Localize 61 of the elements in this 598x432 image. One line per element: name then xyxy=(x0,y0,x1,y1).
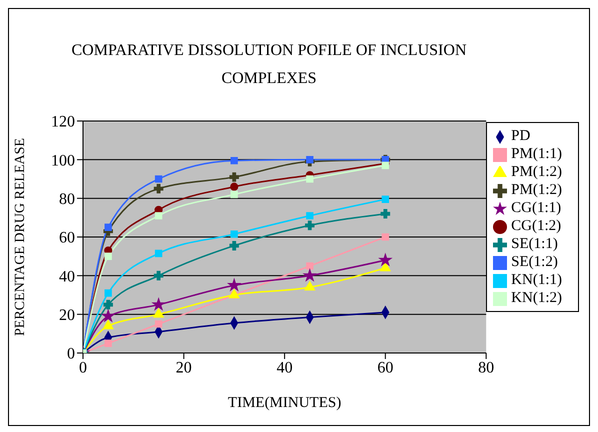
y-tick-label: 100 xyxy=(51,152,75,170)
point xyxy=(154,320,162,328)
point xyxy=(154,212,162,220)
point xyxy=(379,254,392,266)
y-tick-label: 40 xyxy=(59,268,75,286)
point xyxy=(228,288,240,298)
y-tick-label: 0 xyxy=(67,346,75,363)
legend-label: SE(1:2) xyxy=(511,254,558,270)
legend-label: CG(1:1) xyxy=(511,200,562,216)
point xyxy=(228,278,240,291)
point xyxy=(229,172,239,182)
legend-label: KN(1:2) xyxy=(511,290,562,306)
point xyxy=(305,220,315,230)
point xyxy=(230,230,238,238)
point xyxy=(382,196,390,203)
point xyxy=(104,224,112,231)
point xyxy=(230,182,238,191)
point xyxy=(229,240,239,250)
point xyxy=(102,310,114,322)
point xyxy=(154,175,162,183)
y-tick-label: 60 xyxy=(59,230,75,247)
x-tick-label: 20 xyxy=(176,359,192,376)
point xyxy=(104,340,112,347)
legend-label: SE(1:1) xyxy=(511,236,558,252)
x-axis-title: TIME(MINUTES) xyxy=(228,395,342,411)
point xyxy=(304,269,316,281)
point xyxy=(153,308,164,318)
point xyxy=(380,209,390,219)
point xyxy=(306,212,314,220)
point xyxy=(382,233,390,241)
legend-label: PD xyxy=(511,128,530,144)
y-tick-label: 20 xyxy=(59,307,75,324)
point xyxy=(102,320,114,330)
point xyxy=(152,298,165,310)
point xyxy=(104,289,112,297)
point xyxy=(382,162,390,170)
x-tick-label: 0 xyxy=(79,359,87,376)
point xyxy=(380,262,391,272)
y-tick-label: 80 xyxy=(59,191,75,208)
legend-label: PM(1:2) xyxy=(511,182,562,198)
x-tick-label: 60 xyxy=(377,359,394,376)
legend-label: PM(1:2) xyxy=(511,164,562,180)
y-tick-label: 120 xyxy=(51,114,75,131)
point xyxy=(104,252,112,260)
legend-label: PM(1:1) xyxy=(511,146,562,162)
point xyxy=(306,262,314,270)
point xyxy=(103,300,113,310)
legend-label: KN(1:1) xyxy=(511,272,562,288)
point xyxy=(230,156,238,164)
y-axis-title: PERCENTAGE DRUG RELEASE xyxy=(12,138,28,336)
x-tick-label: 80 xyxy=(478,359,494,376)
x-tick-label: 40 xyxy=(276,359,293,376)
legend-label: CG(1:2) xyxy=(511,218,562,234)
point xyxy=(154,184,164,194)
point xyxy=(306,156,314,164)
point xyxy=(306,175,314,183)
point xyxy=(230,190,238,198)
point xyxy=(154,270,164,280)
point xyxy=(304,281,316,291)
chart-title: COMPARATIVE DISSOLUTION POFILE OF INCLUSION COMPLEXES xyxy=(70,41,468,89)
point xyxy=(154,250,162,258)
